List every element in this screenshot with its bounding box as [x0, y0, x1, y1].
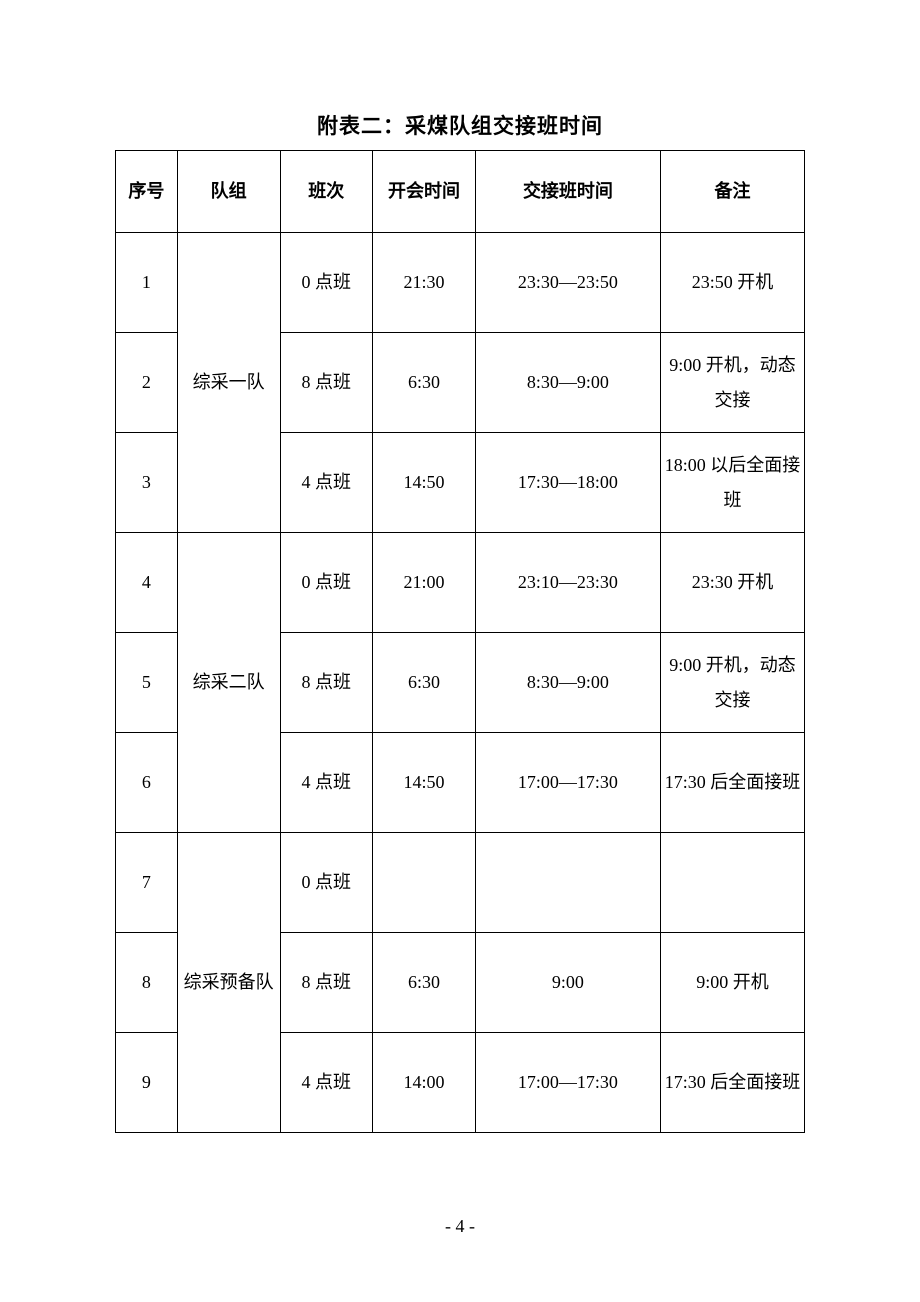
table-row: 7 综采预备队 0 点班 — [116, 833, 805, 933]
cell-seq: 2 — [116, 333, 178, 433]
page-number: - 4 - — [0, 1216, 920, 1237]
page-content: 附表二：采煤队组交接班时间 序号 队组 班次 开会时间 交接班时间 备注 1 — [0, 0, 920, 1133]
cell-shift: 8 点班 — [280, 933, 373, 1033]
cell-meeting: 14:50 — [373, 733, 476, 833]
col-header-remark: 备注 — [660, 151, 804, 233]
cell-meeting: 14:00 — [373, 1033, 476, 1133]
col-header-seq: 序号 — [116, 151, 178, 233]
col-header-meeting: 开会时间 — [373, 151, 476, 233]
cell-shift: 4 点班 — [280, 1033, 373, 1133]
cell-shift: 8 点班 — [280, 633, 373, 733]
cell-shift: 4 点班 — [280, 433, 373, 533]
cell-shift: 0 点班 — [280, 233, 373, 333]
cell-shift: 4 点班 — [280, 733, 373, 833]
col-header-handover: 交接班时间 — [475, 151, 660, 233]
cell-remark: 9:00 开机，动态交接 — [660, 333, 804, 433]
cell-remark: 17:30 后全面接班 — [660, 1033, 804, 1133]
cell-meeting: 14:50 — [373, 433, 476, 533]
cell-seq: 5 — [116, 633, 178, 733]
cell-handover: 17:30—18:00 — [475, 433, 660, 533]
cell-meeting: 6:30 — [373, 333, 476, 433]
cell-handover: 9:00 — [475, 933, 660, 1033]
table-header-row: 序号 队组 班次 开会时间 交接班时间 备注 — [116, 151, 805, 233]
cell-shift: 0 点班 — [280, 833, 373, 933]
cell-team: 综采二队 — [177, 533, 280, 833]
cell-handover: 23:30—23:50 — [475, 233, 660, 333]
cell-seq: 6 — [116, 733, 178, 833]
table-row: 1 综采一队 0 点班 21:30 23:30—23:50 23:50 开机 — [116, 233, 805, 333]
cell-seq: 4 — [116, 533, 178, 633]
col-header-shift: 班次 — [280, 151, 373, 233]
table-title: 附表二：采煤队组交接班时间 — [115, 110, 805, 140]
cell-shift: 8 点班 — [280, 333, 373, 433]
cell-remark: 23:30 开机 — [660, 533, 804, 633]
cell-remark: 9:00 开机 — [660, 933, 804, 1033]
shift-handover-table: 序号 队组 班次 开会时间 交接班时间 备注 1 综采一队 0 点班 21:30… — [115, 150, 805, 1133]
cell-meeting — [373, 833, 476, 933]
cell-handover: 8:30—9:00 — [475, 633, 660, 733]
cell-remark: 18:00 以后全面接班 — [660, 433, 804, 533]
cell-meeting: 6:30 — [373, 933, 476, 1033]
col-header-team: 队组 — [177, 151, 280, 233]
cell-seq: 3 — [116, 433, 178, 533]
table-body: 1 综采一队 0 点班 21:30 23:30—23:50 23:50 开机 2… — [116, 233, 805, 1133]
cell-shift: 0 点班 — [280, 533, 373, 633]
cell-seq: 9 — [116, 1033, 178, 1133]
table-row: 4 综采二队 0 点班 21:00 23:10—23:30 23:30 开机 — [116, 533, 805, 633]
cell-handover — [475, 833, 660, 933]
cell-team: 综采一队 — [177, 233, 280, 533]
cell-remark — [660, 833, 804, 933]
cell-handover: 8:30—9:00 — [475, 333, 660, 433]
cell-meeting: 6:30 — [373, 633, 476, 733]
cell-meeting: 21:00 — [373, 533, 476, 633]
cell-handover: 17:00—17:30 — [475, 1033, 660, 1133]
cell-handover: 23:10—23:30 — [475, 533, 660, 633]
cell-remark: 17:30 后全面接班 — [660, 733, 804, 833]
cell-seq: 8 — [116, 933, 178, 1033]
cell-meeting: 21:30 — [373, 233, 476, 333]
cell-team: 综采预备队 — [177, 833, 280, 1133]
cell-handover: 17:00—17:30 — [475, 733, 660, 833]
cell-seq: 1 — [116, 233, 178, 333]
cell-remark: 23:50 开机 — [660, 233, 804, 333]
cell-seq: 7 — [116, 833, 178, 933]
cell-remark: 9:00 开机，动态交接 — [660, 633, 804, 733]
